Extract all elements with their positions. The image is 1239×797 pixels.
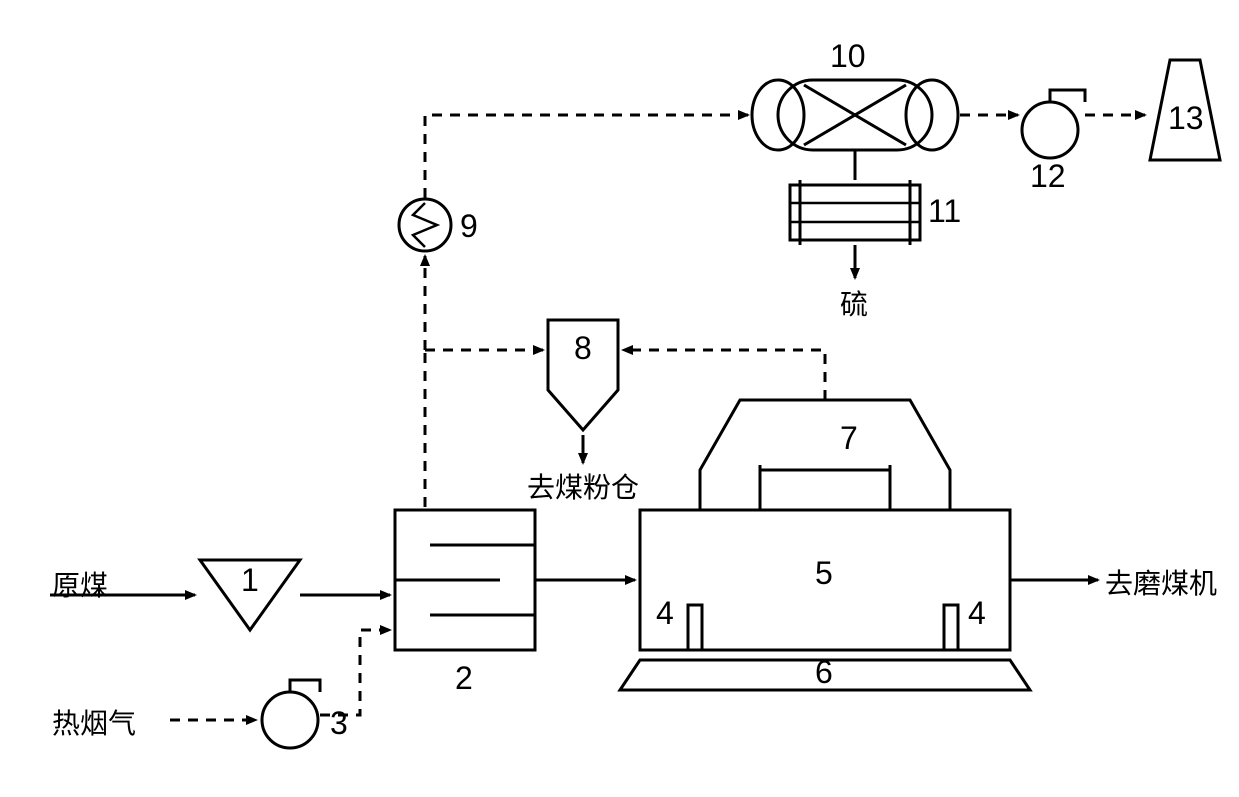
node-number-4-right: 4 (968, 595, 986, 632)
label-to-coal-mill: 去磨煤机 (1105, 562, 1217, 602)
node-number-6: 6 (815, 654, 833, 691)
edge-9-to-10 (425, 115, 748, 198)
label-sulfur: 硫 (840, 283, 868, 323)
node-3-blower (262, 680, 320, 748)
node-number-10: 10 (830, 38, 866, 75)
edge-7-to-junction (623, 350, 825, 400)
label-to-powder-bin: 去煤粉仓 (527, 466, 639, 506)
node-number-1: 1 (241, 562, 259, 599)
node-number-13: 13 (1168, 100, 1204, 137)
node-number-5: 5 (815, 555, 833, 592)
node-12-fan (1022, 90, 1085, 158)
node-number-2: 2 (455, 660, 473, 697)
node-4-peg-right (944, 605, 958, 650)
node-7-hood (700, 400, 950, 510)
node-number-12: 12 (1030, 158, 1066, 195)
node-2-dryer (395, 510, 535, 650)
node-11-condenser (790, 180, 920, 245)
diagram-canvas: 原煤 热烟气 去磨煤机 去煤粉仓 硫 1 2 3 4 4 5 6 7 8 9 1… (0, 0, 1239, 797)
node-number-9: 9 (460, 208, 478, 245)
node-number-4-left: 4 (656, 595, 674, 632)
node-9-cooler (399, 199, 451, 251)
node-4-peg-left (688, 605, 702, 650)
node-10-desulfurizer (752, 80, 958, 150)
label-raw-coal: 原煤 (52, 564, 108, 604)
edge-3-to-2 (320, 630, 390, 715)
node-number-11: 11 (928, 193, 961, 230)
node-number-3: 3 (330, 705, 348, 742)
node-number-8: 8 (574, 330, 592, 367)
label-hot-gas: 热烟气 (52, 702, 136, 742)
node-number-7: 7 (840, 420, 858, 457)
